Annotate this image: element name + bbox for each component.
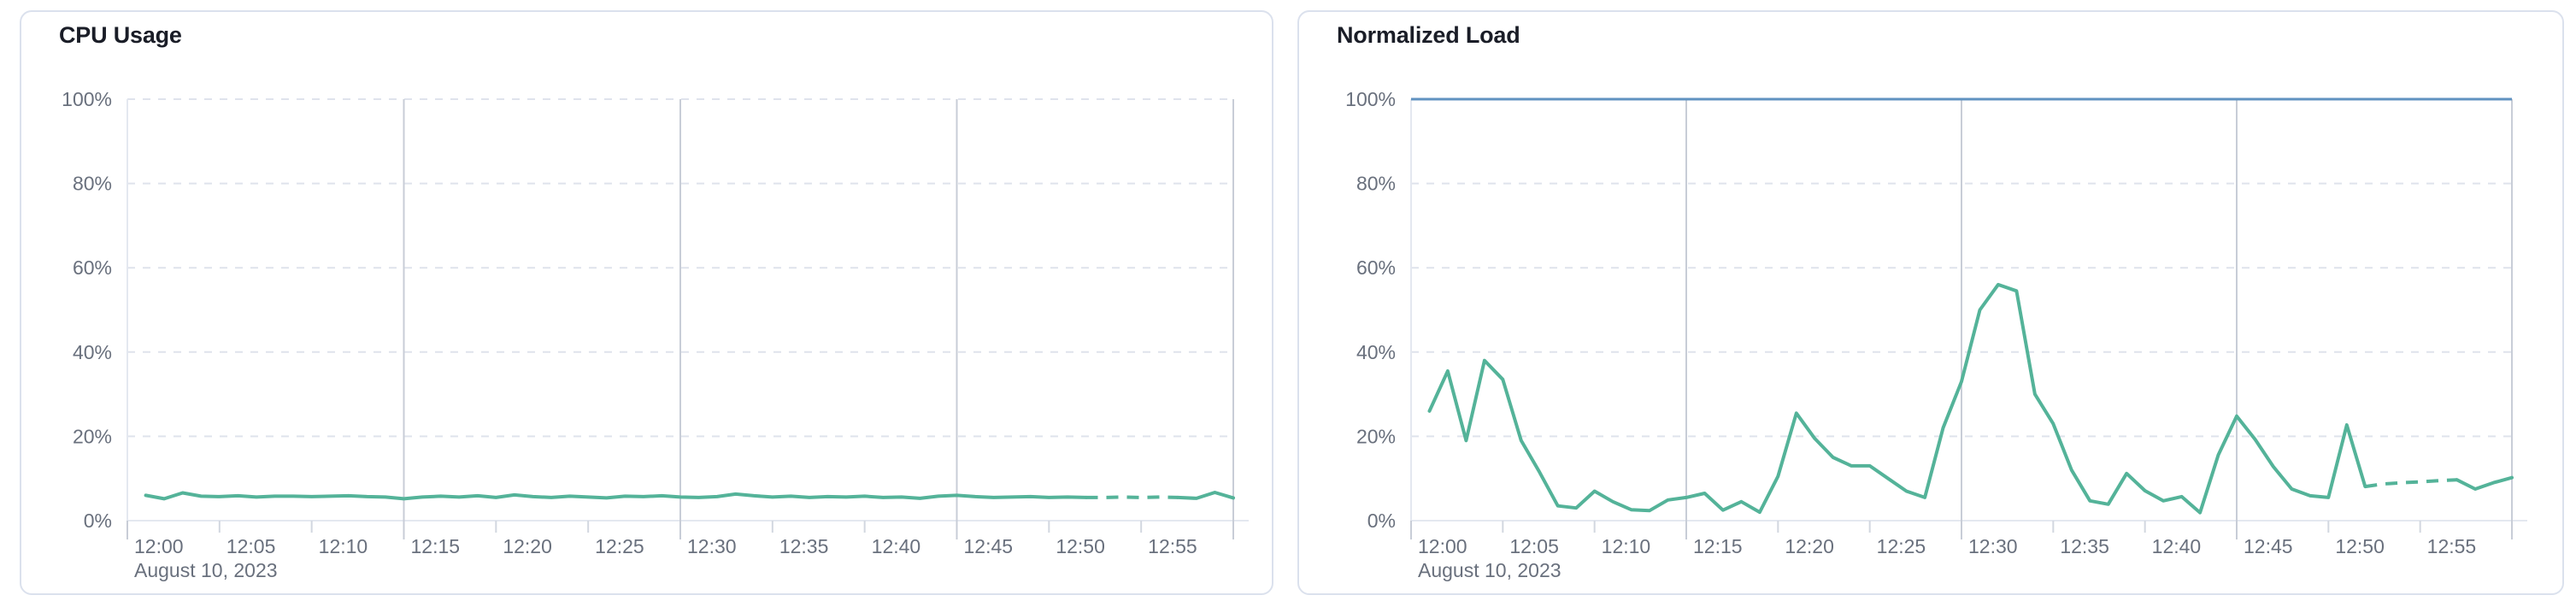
series-line-solid [144, 491, 1088, 501]
x-tick-label: 12:40 [2152, 535, 2202, 557]
y-tick-label: 0% [1367, 510, 1396, 532]
x-tick-label: 12:45 [964, 535, 1014, 557]
y-tick-label: 40% [1356, 341, 1396, 363]
x-tick-label: 12:35 [779, 535, 829, 557]
y-tick-label: 20% [1356, 425, 1396, 447]
y-tick-label: 60% [73, 256, 112, 279]
panel-normalized-load: Normalized Load 0% 20% 40% 60% 80% 100% 12:00 1… [1297, 10, 2564, 595]
series-line-solid-end [2455, 475, 2514, 491]
x-tick-label: 12:40 [872, 535, 921, 557]
y-tick-label: 20% [73, 425, 112, 447]
normalized-load-panel-title: Normalized Load [1337, 22, 1520, 48]
x-axis-labels: 12:00 12:05 12:10 12:15 12:20 12:25 12:30 12:35… [126, 521, 1197, 581]
x-tick-label: 12:20 [503, 535, 552, 557]
x-tick-label: 12:25 [1877, 535, 1926, 557]
x-tick-label: 12:00 [134, 535, 184, 557]
panel-cpu-usage: CPU Usage 0% 20% 40% 60% 80% 100% 12:00 12:05 12… [20, 10, 1273, 595]
x-axis-date-label: August 10, 2023 [134, 559, 278, 581]
y-grid: 0% 20% 40% 60% 80% 100% [1345, 88, 2527, 532]
x-tick-label: 12:55 [1148, 535, 1197, 557]
x-tick-label: 12:15 [1693, 535, 1743, 557]
x-tick-label: 12:05 [226, 535, 276, 557]
x-tick-label: 12:45 [2244, 535, 2293, 557]
y-tick-label: 60% [1356, 256, 1396, 279]
series-line-dashed-partial [1085, 495, 1179, 499]
y-tick-label: 100% [62, 88, 112, 110]
x-tick-label: 12:15 [411, 535, 461, 557]
series-line-dashed-partial [2365, 478, 2457, 489]
x-tick-label: 12:50 [1056, 535, 1105, 557]
cpu-usage-panel-title: CPU Usage [59, 22, 182, 48]
y-tick-label: 0% [84, 510, 112, 532]
x-tick-label: 12:00 [1418, 535, 1467, 557]
x-axis-labels: 12:00 12:05 12:10 12:15 12:20 12:25 12:30 12:35… [1410, 521, 2477, 581]
x-tick-label: 12:30 [687, 535, 737, 557]
cpu-usage-chart-plot[interactable]: 0%20%40%60%80%100%12:00 12:05 12:10 12:15 12… [21, 12, 1273, 595]
series-line-solid [1427, 282, 2367, 515]
x-tick-label: 12:50 [2335, 535, 2385, 557]
y-tick-label: 80% [1356, 173, 1396, 195]
y-tick-label: 40% [73, 341, 112, 363]
x-axis-date-label: August 10, 2023 [1418, 559, 1561, 581]
v-grid [403, 99, 1234, 539]
y-tick-label: 100% [1345, 88, 1396, 110]
x-tick-label: 12:55 [2427, 535, 2477, 557]
x-tick-label: 12:10 [319, 535, 368, 557]
y-tick-label: 80% [73, 173, 112, 195]
x-tick-label: 12:30 [1968, 535, 2018, 557]
normalized-load-chart-plot[interactable]: 0%20%40%60%80%100%12:00 12:05 12:10 12:15 12… [1299, 12, 2564, 595]
x-tick-label: 12:35 [2060, 535, 2109, 557]
x-tick-label: 12:10 [1602, 535, 1651, 557]
x-tick-label: 12:20 [1785, 535, 1834, 557]
x-tick-label: 12:25 [595, 535, 644, 557]
x-tick-label: 12:05 [1509, 535, 1559, 557]
series-line-solid-end [1176, 491, 1235, 500]
y-grid: 0% 20% 40% 60% 80% 100% [62, 88, 1249, 532]
v-grid [1685, 99, 2513, 539]
